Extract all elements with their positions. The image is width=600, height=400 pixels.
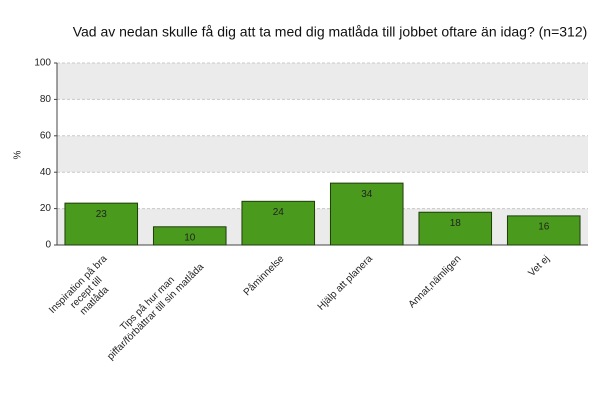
x-tick-label: Vet ej — [526, 253, 551, 278]
bar — [418, 211, 493, 246]
y-axis-label: % — [13, 150, 24, 159]
data-label: 24 — [273, 207, 285, 218]
data-label: 10 — [184, 232, 196, 243]
bar — [506, 215, 581, 246]
y-tick-label: 40 — [40, 167, 52, 178]
x-tick-label: Inspiration på brarecept tillmatlåda — [46, 252, 126, 332]
x-tick-label: Påminnelse — [241, 252, 287, 298]
x-tick-label: Hjälp att planera — [315, 253, 375, 313]
bar — [329, 182, 404, 246]
plot-band — [57, 208, 588, 245]
data-label: 18 — [450, 218, 462, 229]
y-tick-label: 0 — [45, 240, 51, 251]
bar — [241, 200, 316, 246]
y-tick-label: 80 — [40, 94, 52, 105]
y-tick-label: 20 — [40, 203, 52, 214]
data-label: 16 — [538, 222, 550, 233]
plot-band — [57, 99, 588, 136]
plot-band — [57, 135, 588, 173]
y-tick-label: 100 — [34, 58, 51, 69]
bar — [152, 226, 227, 246]
y-tick-label: 60 — [40, 130, 52, 141]
bar — [64, 202, 139, 246]
chart-title: Vad av nedan skulle få dig att ta med di… — [73, 24, 588, 40]
plot-band — [57, 63, 588, 100]
x-tick-label: Annat,nämligen — [406, 253, 463, 310]
data-label: 23 — [96, 209, 108, 220]
x-tick-label: Tips på hur manpiffar/förbättrar till si… — [96, 252, 206, 362]
plot-band — [57, 172, 588, 209]
data-label: 34 — [361, 189, 373, 200]
